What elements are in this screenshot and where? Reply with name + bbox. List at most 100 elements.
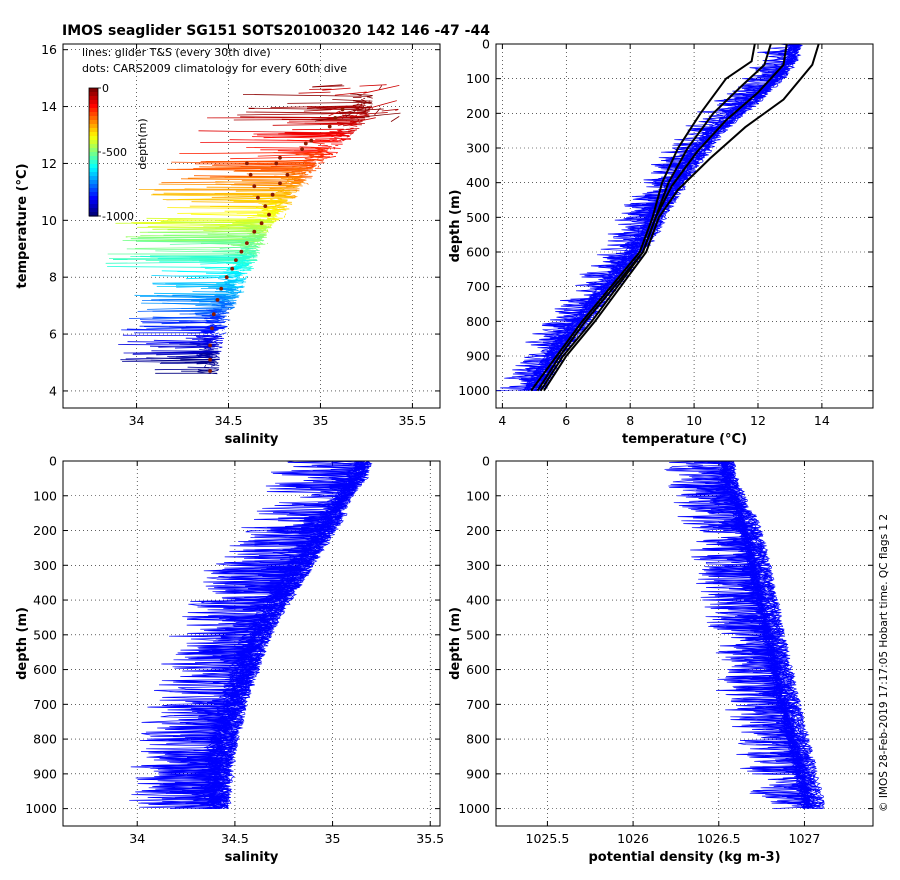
dens_depth-ytick-label: 500 — [466, 627, 490, 642]
ts-glider-line — [169, 326, 224, 329]
ts-glider-line — [175, 283, 235, 286]
ts-glider-line — [227, 274, 239, 277]
ts-glider-line — [206, 324, 218, 328]
dens_depth-xaxis-label: potential density (kg m-3) — [588, 850, 780, 865]
ts-glider-line — [241, 245, 255, 248]
ts-glider-line — [224, 284, 235, 286]
ts-colorbar-segment — [89, 176, 98, 181]
ts-glider-line — [222, 311, 225, 314]
ts-glider-line — [248, 251, 252, 255]
ts-glider-line — [213, 336, 223, 338]
ts-climatology-dot — [278, 181, 282, 186]
ts-colorbar-segment — [89, 188, 98, 193]
ts-colorbar-segment — [89, 212, 98, 217]
ts-glider-line — [269, 210, 276, 213]
ts-ytick-label: 14 — [41, 99, 57, 114]
ts-glider-line — [216, 321, 225, 323]
ts-glider-line — [266, 242, 269, 245]
ts-glider-line — [278, 187, 285, 190]
ts-glider-line — [214, 341, 217, 344]
ts-glider-line — [205, 272, 240, 275]
ts-glider-line — [206, 352, 211, 355]
ts-glider-line — [299, 182, 302, 185]
ts-glider-line — [192, 291, 241, 293]
ts-glider-line — [255, 228, 263, 231]
sal_depth-ytick-label: 800 — [33, 732, 57, 747]
ts-glider-line — [151, 298, 227, 301]
ts-glider-line — [249, 234, 263, 237]
sal_depth-ytick-label: 100 — [33, 488, 57, 503]
dens_depth-ytick-label: 200 — [466, 523, 490, 538]
sal_depth-xtick-label: 35.5 — [416, 831, 444, 846]
ts-glider-line — [187, 366, 220, 369]
ts-glider-line — [209, 323, 215, 326]
sal_depth-glider-trace — [157, 461, 370, 809]
figure-title: IMOS seaglider SG151 SOTS20100320 142 14… — [62, 23, 490, 39]
ts-glider-line — [236, 271, 243, 274]
ts-glider-line — [265, 226, 269, 230]
ts-ytick-label: 8 — [49, 270, 57, 285]
ts-colorbar: 0 -500 -1000 depth(m) — [88, 82, 149, 223]
ts-glider-line — [275, 191, 291, 195]
temp_depth-xtick-label: 6 — [562, 413, 570, 428]
ts-glider-line — [292, 164, 307, 168]
ts-glider-line — [242, 225, 258, 228]
ts-glider-line — [334, 136, 342, 138]
sal_depth-xtick-label: 35 — [325, 831, 341, 846]
ts-glider-line — [235, 287, 239, 290]
ts-climatology-dot — [270, 192, 275, 197]
ts-glider-line — [253, 256, 255, 259]
ts-glider-line — [205, 317, 219, 321]
ts-glider-line — [368, 100, 371, 103]
ts-glider-line — [291, 176, 296, 179]
ts-axes-frame — [62, 43, 441, 409]
dens_depth-glider-traces — [664, 461, 825, 809]
ts-glider-line — [280, 178, 295, 181]
ts-glider-line — [214, 368, 220, 370]
ts-glider-line — [307, 163, 316, 166]
ts-glider-line — [265, 215, 275, 218]
temp_depth-climatology-line — [536, 44, 772, 392]
ts-glider-line — [273, 200, 282, 203]
ts-glider-line — [317, 165, 320, 168]
ts-glider-line — [281, 195, 292, 198]
ts-glider-line — [226, 225, 269, 228]
ts-glider-line — [329, 147, 331, 150]
ts-climatology-dot — [300, 147, 304, 152]
ts-glider-line — [229, 139, 342, 142]
dens_depth-glider-trace — [668, 461, 810, 809]
ts-glider-line — [233, 170, 301, 173]
dens_depth-ytick-label: 0 — [482, 454, 490, 469]
ts-glider-line — [210, 347, 212, 350]
sal_depth-ytick-label: 1000 — [25, 801, 57, 816]
ts-glider-line — [147, 231, 267, 235]
ts-glider-line — [343, 114, 347, 117]
dens_depth-plot-content — [664, 461, 825, 809]
ts-glider-line — [364, 100, 367, 104]
dens_depth-ytick-label: 800 — [466, 732, 490, 747]
ts-glider-line — [159, 362, 216, 364]
ts-colorbar-segment — [89, 204, 98, 209]
ts-glider-line — [212, 250, 260, 252]
ts-glider-line — [225, 289, 234, 291]
ts-glider-line — [214, 332, 219, 335]
ts-glider-line — [215, 181, 288, 184]
ts-glider-line — [141, 300, 231, 303]
ts-glider-line — [253, 253, 258, 256]
ts-climatology-dot — [309, 138, 314, 143]
ts-glider-line — [126, 328, 216, 332]
ts-glider-line — [364, 110, 367, 113]
ts-glider-line — [231, 293, 238, 295]
ts-climatology-dot — [267, 212, 271, 217]
ts-glider-line — [210, 332, 215, 336]
ts-glider-line — [306, 182, 309, 185]
ts-glider-line — [200, 261, 240, 265]
ts-glider-line — [169, 242, 255, 245]
ts-climatology-dot — [245, 161, 249, 166]
ts-glider-line — [243, 259, 249, 262]
ts-glider-line — [241, 258, 245, 261]
ts-glider-line — [153, 339, 211, 343]
ts-glider-line — [365, 102, 373, 105]
dens_depth-glider-trace — [693, 461, 825, 809]
ts-climatology-dot — [259, 221, 264, 226]
